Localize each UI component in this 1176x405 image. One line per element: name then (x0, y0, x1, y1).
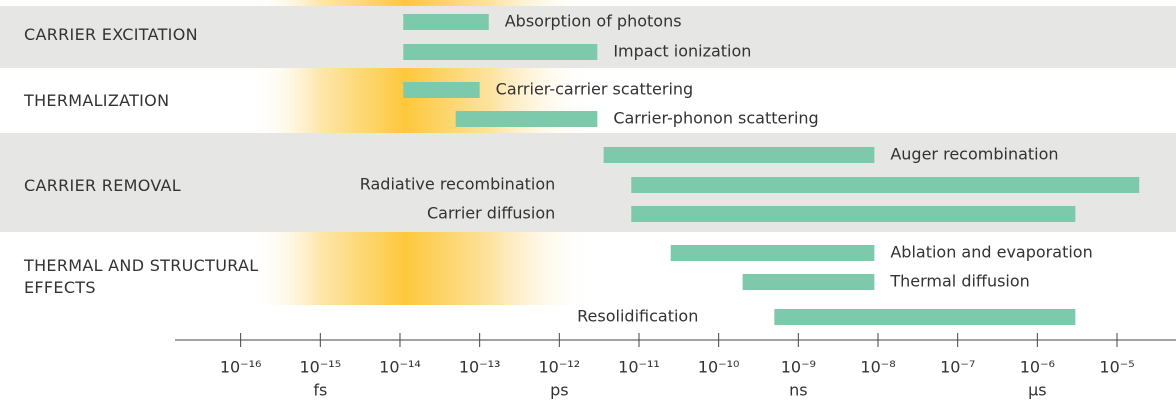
range-bar (631, 177, 1140, 193)
x-tick-label: 10⁻⁹ (781, 358, 816, 377)
range-bar (403, 82, 480, 98)
x-tick-label: 10⁻⁵ (1099, 358, 1134, 377)
range-bar (631, 206, 1076, 222)
bar-label: Carrier-phonon scattering (613, 109, 818, 128)
unit-label: ps (550, 381, 569, 400)
range-bar (670, 245, 875, 261)
bar-label: Radiative recombination (360, 175, 556, 194)
unit-label: µs (1028, 381, 1047, 400)
range-bar (455, 111, 598, 127)
range-bar (742, 274, 875, 290)
x-tick-label: 10⁻⁸ (860, 358, 895, 377)
bar-label: Carrier diffusion (427, 204, 555, 223)
x-tick-label: 10⁻¹⁵ (299, 358, 341, 377)
range-bar (403, 44, 598, 60)
range-bar (603, 147, 875, 163)
bar-label: Resolidification (577, 307, 698, 326)
range-bar (403, 14, 489, 30)
bar-label: Ablation and evaporation (890, 243, 1092, 262)
bar-label: Thermal diffusion (889, 272, 1029, 291)
group-label: CARRIER EXCITATION (24, 25, 198, 44)
unit-label: fs (313, 381, 327, 400)
x-tick-label: 10⁻¹⁴ (379, 358, 421, 377)
bar-label: Auger recombination (890, 145, 1058, 164)
group-label: THERMALIZATION (24, 91, 170, 110)
bar-label: Carrier-carrier scattering (496, 80, 694, 99)
unit-label: ns (789, 381, 807, 400)
group-label: THERMAL AND STRUCTURAL EFFECTS (24, 256, 259, 297)
range-bar (774, 309, 1076, 325)
x-tick-label: 10⁻¹³ (459, 358, 501, 377)
x-tick-label: 10⁻¹⁶ (220, 358, 262, 377)
x-tick-label: 10⁻⁷ (940, 358, 975, 377)
bar-label: Absorption of photons (505, 12, 682, 31)
x-tick-label: 10⁻¹⁰ (698, 358, 740, 377)
x-tick-label: 10⁻¹¹ (618, 358, 660, 377)
x-tick-label: 10⁻⁶ (1020, 358, 1055, 377)
group-label: CARRIER REMOVAL (24, 176, 182, 195)
bar-label: Impact ionization (613, 42, 751, 61)
bars-layer: Absorption of photons Impact ionization Ca… (360, 12, 1140, 326)
x-tick-label: 10⁻¹² (539, 358, 581, 377)
